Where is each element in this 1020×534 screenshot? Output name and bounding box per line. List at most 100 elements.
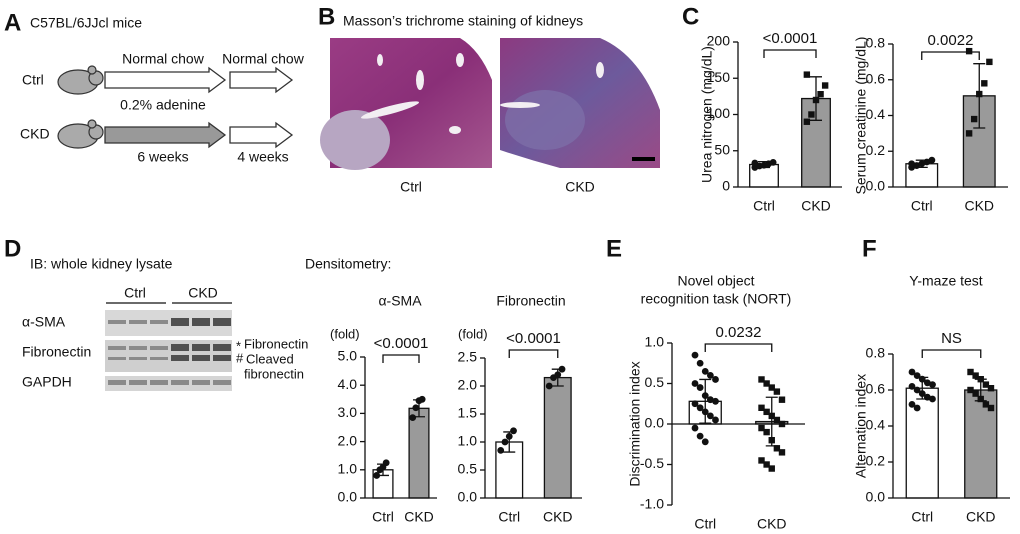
data-point [773,416,781,424]
data-point [778,449,786,456]
data-point [913,404,921,412]
data-point [768,465,775,472]
p-value: 0.0232 [716,324,762,341]
p-value: 0.0022 [928,32,974,49]
p-value: <0.0001 [763,30,818,47]
data-point [701,438,709,446]
significance-bracket [508,349,559,358]
data-point [778,420,786,428]
error-bar [551,368,564,387]
image-label: CKD [565,179,595,195]
significance-bracket [921,349,982,358]
unit-label: (fold) [458,326,488,341]
y-tick-label: -0.5 [640,455,664,471]
y-tick-label: 1.5 [458,405,478,421]
y-tick-label: 0.5 [458,461,478,477]
data-point [691,400,699,408]
data-point [986,58,993,66]
arrow-label: Normal chow [222,51,305,67]
y-tick-label: 5.0 [338,348,358,364]
band-label: Fibronectin [244,336,308,351]
x-tick-label: CKD [964,198,994,214]
data-point [982,381,990,388]
x-tick-label: Ctrl [911,509,933,525]
error-bar [699,378,712,424]
x-tick-label: Ctrl [911,198,933,214]
data-point [987,385,995,392]
y-tick-label: 3.0 [338,404,358,420]
panel-label: D [4,235,21,262]
x-tick-label: Ctrl [694,516,716,532]
y-tick-label: 0.8 [866,345,886,361]
data-point [691,380,699,387]
significance-bracket [704,343,773,352]
error-bar [974,378,987,402]
data-point [981,80,988,87]
band-marker: # [236,350,244,365]
data-point [769,158,777,166]
y-tick-label: 0.0 [458,489,478,505]
data-point [758,376,765,383]
bar [543,376,572,499]
data-point [501,438,509,446]
data-point [706,412,714,420]
blot-row-label: Fibronectin [22,344,91,360]
data-point [545,382,553,390]
data-point [929,381,936,388]
significance-bracket [921,51,980,60]
panel-label: F [862,235,877,262]
y-tick-label: 2.5 [458,349,478,365]
data-point [778,396,786,403]
y-tick-label: 0.2 [866,142,886,158]
group-label: Ctrl [124,285,146,301]
x-tick-label: CKD [404,509,434,525]
blot-image [105,310,232,391]
data-point [970,115,978,123]
data-point [987,404,995,412]
data-point [691,351,699,359]
error-bar [810,76,822,121]
y-tick-label: 0.6 [866,70,886,86]
data-point [967,386,974,394]
y-axis-label: Discrimination index [627,361,643,486]
y-tick-label: 0.4 [866,106,886,122]
error-bar [916,376,929,400]
bar [408,407,430,499]
panel-label: B [318,3,335,30]
y-tick-label: -1.0 [640,496,664,512]
data-point [768,384,775,391]
data-point [803,71,811,78]
data-point [382,459,390,467]
band-marker: * [236,338,241,353]
panel-title: Densitometry: [305,256,391,272]
data-point [373,472,381,479]
y-axis-label: Serum creatinine (mg/dL) [853,37,869,195]
blot-row-label: GAPDH [22,374,72,390]
error-bar [413,399,425,418]
y-tick-label: 0.0 [866,489,886,505]
data-point [967,368,974,376]
data-point [965,130,973,137]
data-point [923,379,931,387]
error-bar [758,160,770,169]
data-point [696,404,704,412]
histology-image [500,38,660,168]
arrow-label: 0.2% adenine [120,97,206,113]
y-tick-label: 2.0 [338,432,358,448]
data-point [929,395,936,403]
data-point [758,404,765,411]
data-point [908,401,916,408]
x-tick-label: CKD [966,509,996,525]
data-point [712,416,719,424]
y-tick-label: 1.0 [338,461,358,477]
y-tick-label: 1.0 [645,334,665,350]
chart-title: Novel object [677,273,754,289]
data-point [821,82,829,89]
data-point [972,372,979,379]
x-tick-label: Ctrl [372,509,394,525]
chart-title: Y-maze test [909,273,983,289]
data-point [928,156,936,164]
chart-title: α-SMA [378,293,422,309]
y-axis-label: Alternation index [853,374,869,478]
data-point [510,427,517,435]
